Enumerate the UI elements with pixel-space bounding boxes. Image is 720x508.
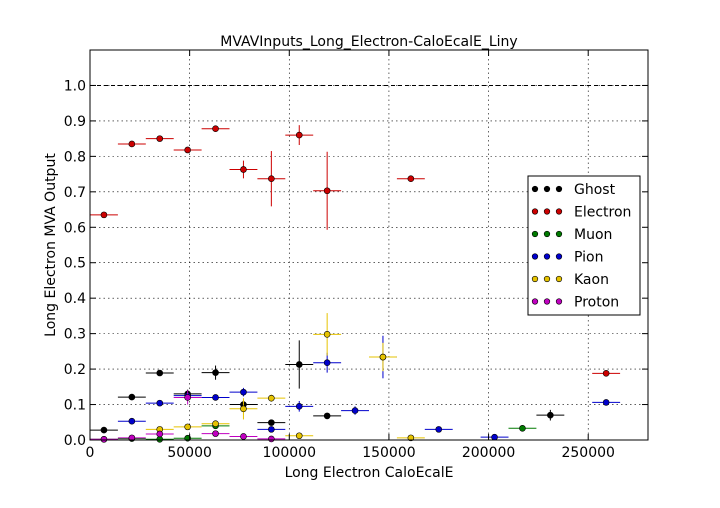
legend-marker [555,253,563,260]
data-point [268,419,275,426]
data-point [240,433,247,440]
legend: Ghost Electron Muon Pion Kaon Proton [527,175,641,316]
legend-label: Electron [574,205,631,221]
data-point [323,412,331,420]
data-point [156,399,164,407]
data-point [212,394,219,401]
data-point [268,394,275,402]
data-point [128,140,136,148]
legend-marker [531,298,539,305]
data-point [240,166,247,173]
legend-label: Kaon [574,272,609,288]
data-point [491,433,498,441]
data-point [100,211,108,219]
data-point [268,435,275,443]
legend-label: Muon [574,227,612,243]
data-point [547,411,554,419]
legend-label: Proton [574,295,619,311]
data-point [351,407,359,414]
x-tick-label: 250000 [561,445,614,461]
y-tick-label: 0.0 [64,433,86,449]
y-tick-label: 0.8 [64,149,86,165]
legend-marker [531,253,539,260]
y-tick-label: 0.3 [64,327,86,343]
data-point [212,369,219,376]
data-point [519,424,526,432]
legend-marker [543,230,551,238]
y-tick-label: 0.2 [64,362,86,378]
data-point [184,394,191,401]
data-point [100,435,108,443]
data-point [100,426,108,434]
x-tick-label: 0 [86,445,95,461]
data-point [156,135,164,142]
legend-marker [555,230,563,238]
legend-marker [555,208,563,215]
x-tick-label: 50000 [167,445,212,461]
legend-marker [531,275,539,283]
x-axis-label: Long Electron CaloEcalE [285,465,454,481]
y-tick-label: 0.7 [64,185,86,201]
legend-marker [543,275,551,283]
data-point [156,430,164,438]
data-point [323,331,331,338]
legend-label: Ghost [574,182,616,198]
data-point [268,175,275,182]
legend-marker [543,185,551,193]
chart-title: MVAVInputs_Long_Electron-CaloEcalE_Liny [220,34,517,50]
data-point [295,432,303,440]
y-tick-label: 1.0 [64,78,86,94]
legend-label: Pion [574,250,603,266]
legend-marker [531,185,539,193]
plot-area-frame [89,49,649,441]
y-tick-label: 0.4 [64,291,86,307]
legend-marker [543,298,551,305]
series-electron [90,125,621,377]
data-point [128,393,136,401]
data-point [184,146,191,154]
data-point [295,403,303,410]
legend-marker [543,253,551,260]
data-point [212,125,219,133]
data-point [323,359,331,367]
legend-marker [555,275,563,283]
legend-marker [555,298,563,305]
data-point [407,175,415,182]
legend-marker [543,208,551,215]
data-point [128,417,136,425]
y-tick-label: 0.9 [64,114,86,130]
x-tick-label: 100000 [263,445,316,461]
data-point [379,353,387,361]
data-point [602,370,610,377]
legend-marker [531,230,539,238]
legend-box [527,175,641,316]
series-kaon [145,313,425,442]
y-tick-label: 0.1 [64,398,86,414]
data-point [295,131,303,139]
legend-marker [555,185,563,193]
legend-marker [531,208,539,215]
data-point [602,399,610,406]
axis-ticks: 0 50000 100000 150000 200000 250000 0.0 0.1 0.2 0… [64,50,648,461]
data-point [240,388,247,396]
x-tick-label: 150000 [362,445,415,461]
data-point [128,434,136,442]
data-point [240,405,247,413]
x-tick-label: 200000 [462,445,515,461]
y-tick-label: 0.5 [64,256,86,272]
data-point [295,361,303,368]
y-axis-label: Long Electron MVA Output [43,153,59,337]
data-point [268,426,275,433]
data-point [407,434,415,442]
data-point [156,369,164,377]
data-point [435,426,443,433]
data-point [184,423,191,431]
y-tick-label: 0.6 [64,220,86,236]
data-point [212,430,219,437]
data-point [212,420,219,427]
data-point [323,187,331,195]
